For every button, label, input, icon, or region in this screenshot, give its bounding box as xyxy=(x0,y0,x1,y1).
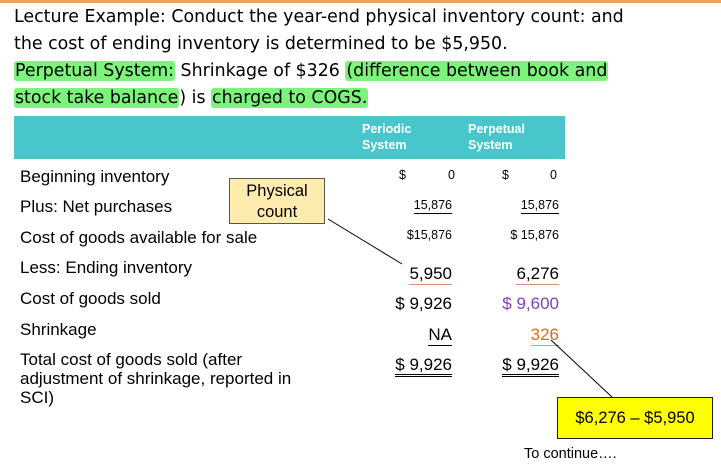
row-label-cogs: Cost of goods sold xyxy=(20,289,161,308)
heading-line-3: Perpetual System: Shrinkage of $326 (dif… xyxy=(14,58,714,85)
inventory-comparison-table: Periodic System Perpetual System Beginni… xyxy=(14,116,565,420)
periodic-cogs-value: $ 9,926 xyxy=(395,294,452,313)
highlight-charged-cogs: charged to COGS. xyxy=(211,88,369,108)
row-label-shrinkage: Shrinkage xyxy=(20,320,97,339)
row-label-beginning-inventory: Beginning inventory xyxy=(20,167,170,186)
physical-count-pointer xyxy=(327,218,403,265)
difference-callout: $6,276 – $5,950 xyxy=(557,397,713,439)
table-header: Periodic System Perpetual System xyxy=(14,116,565,159)
heading-line-2-text: the cost of ending inventory is determin… xyxy=(14,34,508,54)
row-label-net-purchases: Plus: Net purchases xyxy=(20,197,173,216)
heading-is-text: ) is xyxy=(179,88,212,108)
highlight-perpetual-system: Perpetual System: xyxy=(14,61,176,81)
periodic-beginning-value: 0 xyxy=(448,168,455,182)
row-label-total-cogs: Total cost of goods sold (after adjustme… xyxy=(20,350,292,407)
difference-pointer xyxy=(550,339,613,398)
periodic-ending-value: 5,950 xyxy=(409,264,452,285)
physical-count-callout: Physical count xyxy=(229,178,325,224)
periodic-beginning-sign: $ xyxy=(399,168,406,182)
highlight-difference: (difference between book and xyxy=(345,61,609,81)
periodic-shrinkage-value: NA xyxy=(428,325,452,346)
column-header-perpetual: Perpetual System xyxy=(468,122,525,152)
perpetual-total-value: $ 9,926 xyxy=(502,355,559,377)
heading-line-1: Lecture Example: Conduct the year-end ph… xyxy=(14,4,714,31)
heading-line-2: the cost of ending inventory is determin… xyxy=(14,31,714,58)
lecture-heading: Lecture Example: Conduct the year-end ph… xyxy=(14,4,714,112)
perpetual-ending-value: 6,276 xyxy=(516,264,559,285)
heading-line-1-text: Lecture Example: Conduct the year-end ph… xyxy=(14,7,624,27)
heading-line-4: stock take balance) is charged to COGS. xyxy=(14,85,714,112)
heading-shrinkage-text: Shrinkage of $326 xyxy=(175,61,346,81)
row-label-goods-available: Cost of goods available for sale xyxy=(20,228,258,247)
row-label-ending-inventory: Less: Ending inventory xyxy=(20,258,192,277)
top-accent-line xyxy=(0,0,721,3)
highlight-stock-take: stock take balance xyxy=(14,88,180,108)
to-continue-note: To continue…. xyxy=(524,446,617,462)
perpetual-beginning-value: 0 xyxy=(550,168,557,182)
perpetual-beginning-sign: $ xyxy=(502,168,509,182)
perpetual-available-value: $ 15,876 xyxy=(510,228,559,242)
perpetual-purchases-value: 15,876 xyxy=(520,198,559,214)
periodic-total-value: $ 9,926 xyxy=(395,355,452,377)
column-header-periodic: Periodic System xyxy=(362,122,412,152)
perpetual-cogs-value: $ 9,600 xyxy=(502,294,559,313)
periodic-purchases-value: 15,876 xyxy=(413,198,452,214)
perpetual-shrinkage-value: 326 xyxy=(530,325,559,346)
periodic-available-value: $15,876 xyxy=(406,228,452,242)
